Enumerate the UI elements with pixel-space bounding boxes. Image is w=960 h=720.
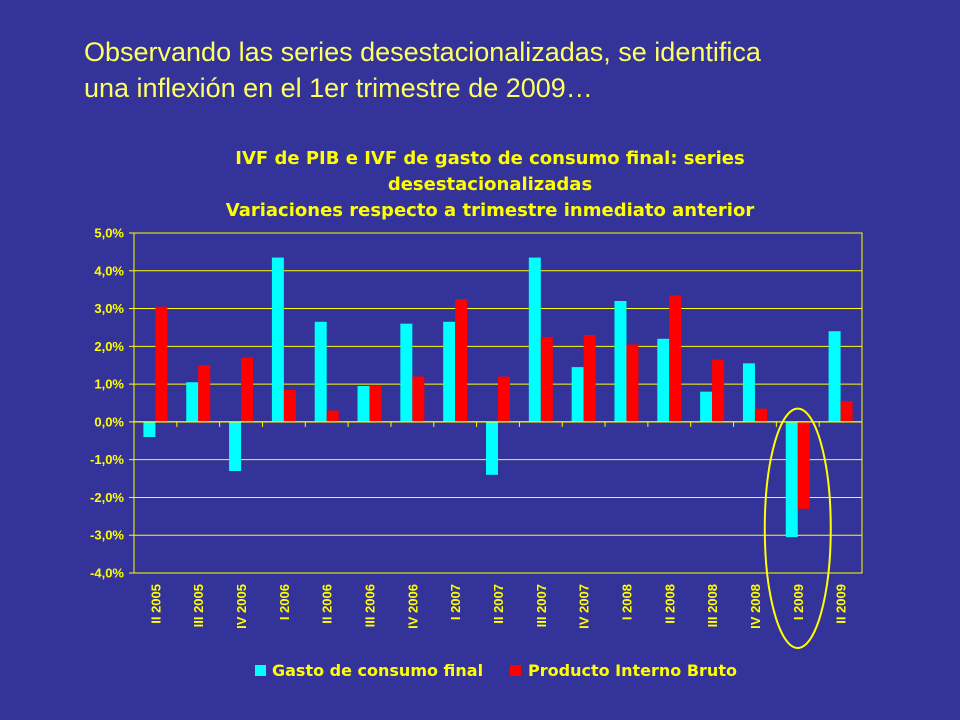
bar-pib: [840, 401, 853, 422]
bar-pib: [583, 335, 596, 422]
slide-title-line-2: una inflexión en el 1er trimestre de 200…: [84, 73, 593, 103]
y-tick-label: -4,0%: [90, 566, 124, 581]
bar-consumo: [186, 382, 199, 422]
bar-consumo: [143, 421, 156, 437]
bar-consumo: [400, 323, 413, 422]
bar-consumo: [571, 367, 584, 422]
bar-consumo: [271, 257, 284, 422]
plot-frame: [133, 232, 863, 574]
bar-pib: [540, 336, 553, 422]
bar-pib: [241, 357, 254, 422]
bar-consumo: [357, 386, 370, 422]
x-category-label: IV 2007: [577, 584, 592, 629]
bar-pib: [198, 365, 211, 422]
bars: [143, 257, 853, 538]
axes: [129, 232, 863, 574]
x-category-label: II 2008: [662, 584, 677, 624]
y-tick-label: -1,0%: [90, 452, 124, 467]
bar-pib: [797, 421, 810, 509]
bar-consumo: [614, 301, 627, 422]
y-tick-label: 3,0%: [94, 301, 124, 316]
bar-consumo: [700, 391, 713, 422]
x-category-label: III 2007: [534, 584, 549, 627]
bar-pib: [455, 299, 468, 422]
bar-pib: [754, 408, 767, 422]
chart-title-line-2: desestacionalizadas: [387, 174, 593, 195]
bar-consumo: [314, 321, 327, 422]
x-category-label: II 2006: [320, 584, 335, 624]
bar-pib: [412, 376, 425, 422]
x-category-label: I 2009: [791, 584, 806, 620]
legend: Gasto de consumo final Producto Interno B…: [255, 661, 737, 680]
bar-consumo: [742, 363, 755, 422]
slide-title: Observando las series desestacionalizada…: [84, 34, 934, 106]
x-category-label: IV 2008: [748, 584, 763, 629]
y-tick-label: 2,0%: [94, 339, 124, 354]
x-category-label: I 2006: [277, 584, 292, 620]
y-tick-label: -3,0%: [90, 528, 124, 543]
x-category-label: III 2008: [705, 584, 720, 627]
bar-consumo: [785, 421, 798, 538]
x-category-label: IV 2005: [234, 584, 249, 629]
x-category-label: II 2005: [148, 584, 163, 624]
bar-pib: [155, 306, 168, 422]
chart-title-line-1: IVF de PIB e IVF de gasto de consumo fin…: [235, 148, 745, 169]
bar-pib: [712, 359, 725, 422]
legend-label-consumo: Gasto de consumo final: [272, 661, 483, 680]
chart-title: IVF de PIB e IVF de gasto de consumo fin…: [120, 146, 860, 224]
legend-swatch-pib: [510, 665, 521, 676]
bar-pib: [369, 386, 382, 422]
bar-consumo: [443, 321, 456, 422]
bar-pib: [498, 376, 510, 422]
annotations: [763, 407, 832, 649]
y-tick-label: 0,0%: [94, 414, 124, 429]
bar-pib: [283, 389, 296, 422]
bar-pib: [326, 410, 339, 422]
bar-consumo: [657, 338, 670, 422]
y-tick-label: 5,0%: [94, 226, 124, 241]
bar-pib: [669, 295, 682, 422]
bar-consumo: [528, 257, 541, 422]
x-category-label: II 2009: [834, 584, 849, 624]
x-category-label: IV 2006: [405, 584, 420, 629]
highlight-ellipse: [763, 407, 832, 649]
x-category-label: I 2008: [619, 584, 634, 620]
legend-label-pib: Producto Interno Bruto: [528, 661, 737, 680]
x-category-label: II 2007: [491, 584, 506, 624]
y-tick-label: 1,0%: [94, 377, 124, 392]
x-category-label: I 2007: [448, 584, 463, 620]
y-tick-label: -2,0%: [90, 490, 124, 505]
bar-consumo: [486, 421, 498, 475]
legend-swatch-consumo: [255, 665, 266, 676]
slide-title-line-1: Observando las series desestacionalizada…: [84, 37, 761, 67]
x-category-label: III 2005: [191, 584, 206, 627]
bar-consumo: [828, 331, 841, 422]
axis-labels: 5,0% 4,0% 3,0% 2,0% 1,0% 0,0% -1,0% -2,0% -3,0% -…: [90, 226, 849, 629]
y-tick-label: 4,0%: [94, 263, 124, 278]
chart-title-line-3: Variaciones respecto a trimestre inmedia…: [225, 200, 755, 221]
x-category-label: III 2006: [363, 584, 378, 627]
bar-pib: [626, 344, 639, 422]
bar-consumo: [229, 421, 242, 471]
